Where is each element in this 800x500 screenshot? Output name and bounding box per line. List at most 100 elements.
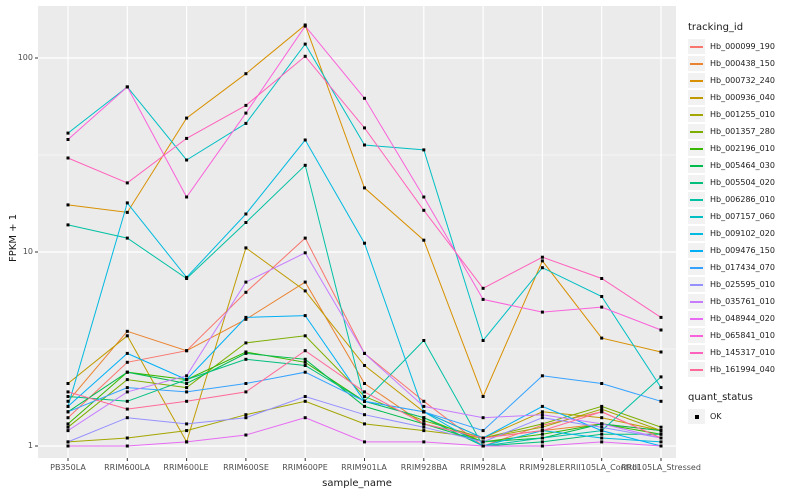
data-point-marker: [244, 290, 248, 294]
data-point-marker: [600, 305, 604, 309]
data-point-marker: [66, 390, 70, 394]
data-point-marker: [125, 236, 129, 240]
data-point-marker: [363, 126, 366, 130]
data-point-marker: [600, 410, 604, 414]
line-key-icon: [688, 277, 705, 292]
data-point-marker: [244, 246, 248, 250]
data-point-marker: [303, 314, 307, 318]
x-tick-label: PB350LA: [50, 463, 86, 472]
legend-item-label: Hb_065841_010: [710, 331, 775, 340]
data-point-marker: [540, 404, 544, 408]
data-point-marker: [481, 286, 485, 290]
data-point-marker: [422, 422, 426, 426]
data-point-marker: [244, 382, 248, 385]
data-point-marker: [303, 163, 307, 167]
legend-item-label: Hb_000099_190: [710, 42, 775, 51]
legend-item-label: Hb_048944_020: [710, 314, 775, 323]
x-tick-label: RRIM600PE: [282, 463, 328, 472]
data-point-marker: [125, 416, 129, 420]
data-point-marker: [303, 364, 307, 367]
data-point-marker: [303, 138, 307, 142]
data-point-marker: [244, 341, 248, 345]
data-point-marker: [659, 315, 663, 319]
data-point-marker: [600, 440, 604, 444]
data-point-marker: [422, 416, 426, 420]
panel-background: [38, 6, 676, 458]
x-axis-title: sample_name: [322, 478, 392, 489]
data-point-marker: [600, 436, 604, 440]
data-point-marker: [540, 432, 544, 436]
data-point-marker: [125, 370, 129, 374]
data-point-marker: [185, 429, 189, 433]
x-tick-label: RRIM928LE: [519, 463, 565, 472]
legend-item: Hb_009102_020: [688, 225, 800, 242]
legend-item: Hb_065841_010: [688, 327, 800, 344]
data-point-marker: [540, 259, 544, 263]
data-point-marker: [125, 351, 129, 355]
data-point-marker: [540, 429, 544, 433]
data-point-marker: [422, 208, 426, 212]
y-tick-label: 100: [17, 53, 33, 62]
data-point-marker: [540, 444, 544, 448]
data-point-marker: [66, 425, 70, 429]
x-tick-label: RRII105LA_Stressed: [621, 463, 701, 472]
data-point-marker: [244, 390, 248, 394]
data-point-marker: [363, 395, 366, 398]
data-point-marker: [125, 181, 129, 185]
data-point-marker: [125, 85, 129, 89]
data-point-marker: [422, 399, 426, 403]
x-tick-label: RRIM600LA: [104, 463, 150, 472]
line-key-icon: [688, 107, 705, 122]
line-key-icon: [688, 311, 705, 326]
data-point-marker: [66, 203, 70, 207]
data-point-marker: [363, 390, 366, 394]
legend-item: Hb_001357_280: [688, 123, 800, 140]
data-point-marker: [363, 440, 366, 444]
data-point-marker: [125, 399, 129, 403]
x-tick-label: RRIM600SE: [223, 463, 269, 472]
data-point-marker: [422, 195, 426, 199]
line-key-icon: [688, 209, 705, 224]
data-point-marker: [540, 440, 544, 444]
data-point-marker: [66, 223, 70, 227]
data-point-marker: [185, 136, 189, 140]
data-point-marker: [303, 349, 307, 353]
data-point-marker: [125, 210, 129, 214]
data-point-marker: [363, 186, 366, 190]
square-point-icon: [688, 409, 705, 424]
data-point-marker: [244, 221, 248, 224]
line-key-icon: [688, 260, 705, 275]
data-point-marker: [363, 413, 366, 417]
data-point-marker: [185, 349, 189, 353]
line-key-icon: [688, 345, 705, 360]
data-point-marker: [659, 440, 663, 444]
legend-item-label: Hb_145317_010: [710, 348, 775, 357]
data-point-marker: [244, 111, 248, 115]
data-point-marker: [66, 444, 70, 448]
data-point-marker: [363, 422, 366, 426]
data-point-marker: [659, 399, 663, 403]
legend-item: Hb_025595_010: [688, 276, 800, 293]
data-point-marker: [540, 425, 544, 429]
legend-item: Hb_048944_020: [688, 310, 800, 327]
data-point-marker: [244, 433, 248, 437]
data-point-marker: [540, 310, 544, 314]
data-point-marker: [125, 334, 129, 338]
legend-item-label: Hb_035761_010: [710, 297, 775, 306]
legend-items: Hb_000099_190 Hb_000438_150 Hb_000732_240 H…: [688, 38, 800, 378]
data-point-marker: [659, 375, 663, 379]
legend-item-label: Hb_005464_030: [710, 161, 775, 170]
data-point-marker: [66, 131, 70, 135]
legend-item: Hb_005504_020: [688, 174, 800, 191]
data-point-marker: [244, 315, 248, 319]
data-point-marker: [659, 444, 663, 448]
legend-item: Hb_145317_010: [688, 344, 800, 361]
data-point-marker: [481, 440, 485, 444]
data-point-marker: [66, 156, 70, 160]
data-point-marker: [185, 422, 189, 426]
legend-item: Hb_000936_040: [688, 89, 800, 106]
data-point-marker: [481, 436, 485, 440]
legend-item-label: Hb_025595_010: [710, 280, 775, 289]
data-point-marker: [185, 158, 189, 162]
line-key-icon: [688, 243, 705, 258]
